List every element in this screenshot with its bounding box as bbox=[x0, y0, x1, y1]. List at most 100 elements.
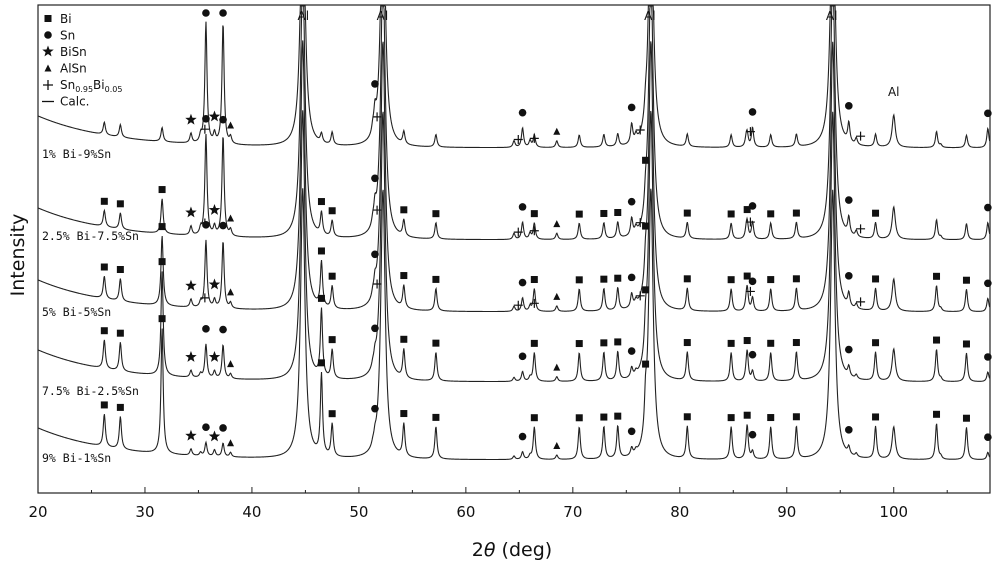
series-label: 9% Bi-1%Sn bbox=[42, 451, 111, 465]
legend-circle-icon bbox=[44, 31, 52, 39]
sn-bi-solid-solution-marker bbox=[745, 286, 755, 296]
sn-marker bbox=[748, 350, 757, 359]
alsn-marker bbox=[227, 214, 235, 222]
sn-marker bbox=[984, 433, 992, 442]
sn-marker bbox=[371, 250, 379, 259]
bi-marker bbox=[100, 401, 108, 409]
al-peak-label: Al bbox=[377, 9, 389, 23]
bi-marker bbox=[614, 208, 622, 216]
legend-label: Bi bbox=[60, 12, 72, 26]
bisn-marker bbox=[185, 279, 197, 291]
sn-marker bbox=[202, 9, 210, 17]
sn-marker bbox=[845, 102, 853, 110]
bi-marker bbox=[400, 335, 408, 343]
sn-bi-solid-solution-marker bbox=[635, 125, 645, 135]
legend-plus-icon bbox=[43, 80, 53, 90]
bi-marker bbox=[328, 410, 336, 418]
sn-marker bbox=[371, 80, 379, 88]
al-peak-label: Al bbox=[888, 85, 900, 99]
series-label: 7.5% Bi-2.5%Sn bbox=[42, 384, 139, 398]
bi-marker bbox=[642, 286, 650, 294]
bi-marker bbox=[575, 340, 583, 348]
x-tick-label: 100 bbox=[879, 503, 908, 521]
bi-marker bbox=[600, 209, 608, 217]
x-tick-label: 90 bbox=[777, 503, 796, 521]
bi-marker bbox=[792, 339, 800, 347]
bi-marker bbox=[792, 413, 800, 421]
bi-marker bbox=[727, 276, 735, 284]
bi-marker bbox=[683, 209, 691, 217]
sn-marker bbox=[748, 108, 757, 116]
sn-bi-solid-solution-marker bbox=[745, 127, 755, 137]
alsn-marker bbox=[553, 220, 561, 228]
bi-marker bbox=[400, 272, 408, 280]
bi-marker bbox=[767, 210, 775, 218]
bi-marker bbox=[530, 210, 538, 218]
bi-marker bbox=[400, 410, 408, 418]
bi-marker bbox=[158, 258, 166, 266]
pattern-line-1 bbox=[37, 5, 991, 149]
al-labels: Al Al Al Al Al bbox=[298, 9, 900, 99]
series-label: 1% Bi-9%Sn bbox=[42, 147, 111, 161]
bi-marker bbox=[727, 339, 735, 347]
plot-frame bbox=[37, 4, 991, 494]
bi-marker bbox=[575, 276, 583, 284]
alsn-marker bbox=[227, 288, 235, 296]
bisn-marker bbox=[208, 430, 221, 442]
bi-marker bbox=[530, 414, 538, 422]
sn-marker bbox=[984, 203, 992, 212]
sn-bi-solid-solution-marker bbox=[200, 124, 210, 134]
bi-marker bbox=[328, 207, 336, 215]
bi-marker bbox=[100, 263, 108, 271]
bi-marker bbox=[600, 339, 608, 347]
bi-marker bbox=[767, 414, 775, 422]
sn-bi-solid-solution-marker bbox=[745, 217, 755, 227]
alsn-marker bbox=[553, 292, 561, 300]
bi-marker bbox=[933, 272, 941, 280]
bi-marker bbox=[317, 359, 325, 367]
sn-bi-solid-solution-marker bbox=[635, 291, 645, 301]
bi-marker bbox=[614, 274, 622, 282]
bisn-marker bbox=[185, 351, 197, 362]
sn-bi-solid-solution-marker bbox=[372, 279, 382, 289]
x-axis-label: 2θ (deg) bbox=[472, 539, 552, 561]
sn-bi-solid-solution-marker bbox=[856, 297, 866, 307]
y-axis-label: Intensity bbox=[7, 214, 29, 297]
bi-marker bbox=[116, 200, 124, 208]
bi-marker bbox=[792, 209, 800, 217]
bi-marker bbox=[933, 410, 941, 418]
bi-marker bbox=[400, 206, 408, 214]
bi-marker bbox=[767, 276, 775, 284]
sn-marker bbox=[845, 345, 853, 354]
bi-marker bbox=[432, 275, 440, 283]
bi-marker bbox=[767, 339, 775, 347]
sn-marker bbox=[984, 353, 992, 361]
sn-marker bbox=[748, 202, 757, 210]
sn-bi-solid-solution-marker bbox=[529, 133, 539, 143]
bi-marker bbox=[116, 403, 124, 411]
al-peak-label: Al bbox=[298, 9, 310, 23]
bi-marker bbox=[872, 275, 880, 283]
sn-marker bbox=[984, 279, 992, 288]
sn-marker bbox=[845, 426, 853, 434]
sn-bi-solid-solution-marker bbox=[856, 224, 866, 234]
bi-marker bbox=[432, 413, 440, 421]
bi-marker bbox=[158, 223, 166, 231]
sn-marker bbox=[627, 197, 636, 206]
sn-marker bbox=[202, 423, 210, 432]
bi-marker bbox=[683, 413, 691, 421]
bi-marker bbox=[100, 327, 108, 335]
bi-marker bbox=[575, 210, 583, 218]
sn-marker bbox=[371, 404, 379, 413]
sn-marker bbox=[219, 424, 227, 432]
alsn-marker bbox=[227, 439, 235, 447]
sn-bi-solid-solution-marker bbox=[529, 298, 539, 308]
bi-marker bbox=[962, 276, 970, 284]
bi-marker bbox=[328, 336, 336, 344]
sn-marker bbox=[518, 278, 527, 287]
legend-square-icon bbox=[44, 15, 52, 22]
bi-marker bbox=[600, 275, 608, 283]
sn-marker bbox=[371, 174, 379, 183]
